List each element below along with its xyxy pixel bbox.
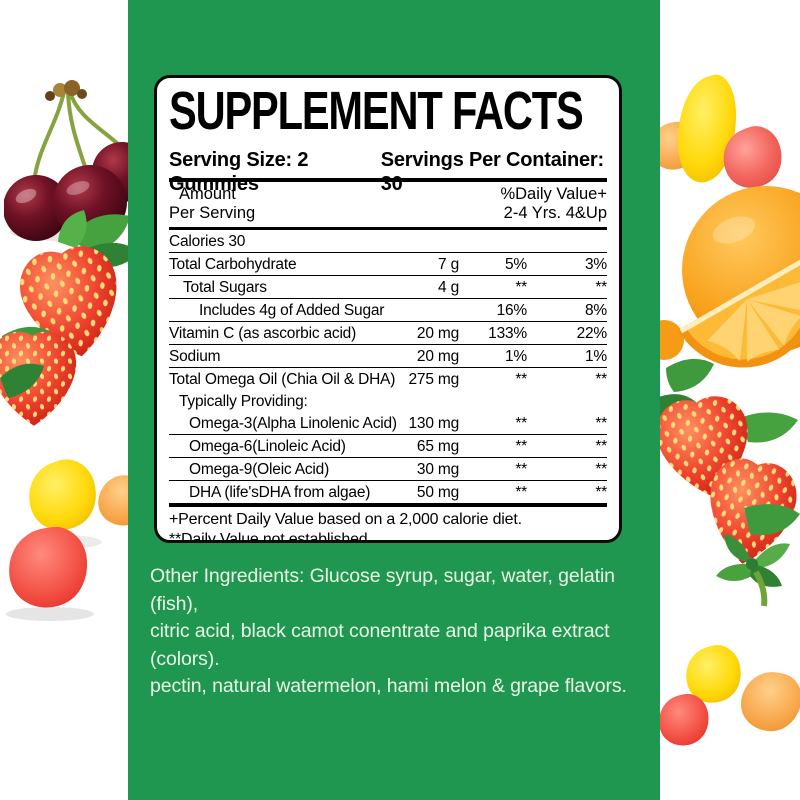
table-row: Total Sugars 4 g ** **	[169, 276, 607, 299]
daily-value-2-4: 133%	[488, 324, 527, 342]
supplement-facts-box: SUPPLEMENT FACTS Serving Size: 2 Gummies…	[154, 75, 622, 543]
gummies-bottom-left-image	[6, 459, 142, 621]
table-row: Calories 30	[169, 230, 607, 253]
daily-value-2-4: 16%	[496, 301, 528, 319]
ingredients-line: pectin, natural watermelon, hami melon &…	[150, 675, 627, 697]
servings-per-container: Servings Per Container: 30	[380, 149, 604, 195]
nutrient-amount: 4 g	[438, 278, 459, 296]
daily-value-4up: 3%	[584, 255, 607, 273]
nutrient-amount: 50 mg	[416, 483, 459, 501]
daily-value-2-4: 5%	[504, 255, 527, 273]
daily-value-header: %Daily Value+ 2-4 Yrs. 4&Up	[500, 185, 607, 222]
nutrient-name: Includes 4g of Added Sugar	[199, 301, 385, 319]
nutrient-amount: 65 mg	[416, 437, 459, 455]
daily-value-2-4: **	[515, 414, 527, 432]
amount-header: Amount Per Serving	[169, 185, 256, 222]
daily-value-2-4: **	[515, 437, 527, 455]
daily-value-2-4: 1%	[504, 347, 527, 365]
daily-value-4up: **	[595, 370, 607, 388]
footnote-daily-value: +Percent Daily Value based on a 2,000 ca…	[169, 511, 522, 528]
ingredients-line: Other Ingredients: Glucose syrup, sugar,…	[150, 565, 615, 615]
table-header: Amount Per Serving %Daily Value+ 2-4 Yrs…	[169, 182, 607, 230]
label-background-panel: SUPPLEMENT FACTS Serving Size: 2 Gummies…	[128, 0, 660, 800]
nutrient-name: Omega-6(Linoleic Acid)	[189, 437, 346, 455]
table-row: Omega-9(Oleic Acid) 30 mg ** **	[169, 458, 607, 481]
nutrient-amount: 20 mg	[416, 347, 459, 365]
divider	[169, 178, 607, 182]
nutrient-name: Typically Providing:	[179, 392, 308, 410]
table-row: Total Omega Oil (Chia Oil & DHA) 275 mg …	[169, 368, 607, 390]
daily-value-2-4: **	[515, 370, 527, 388]
daily-value-2-4: **	[515, 460, 527, 478]
daily-value-2-4: **	[515, 278, 527, 296]
other-ingredients-text: Other Ingredients: Glucose syrup, sugar,…	[150, 563, 655, 701]
table-row: Vitamin C (as ascorbic acid) 20 mg 133% …	[169, 322, 607, 345]
daily-value-2-4: **	[515, 483, 527, 501]
ingredients-line: citric acid, black camot conentrate and …	[150, 620, 610, 670]
nutrient-name: Total Carbohydrate	[169, 255, 297, 273]
table-row: DHA (life'sDHA from algae) 50 mg ** **	[169, 481, 607, 503]
nutrient-name: Calories 30	[169, 232, 246, 250]
nutrient-amount: 20 mg	[416, 324, 459, 342]
daily-value-4up: 1%	[584, 347, 607, 365]
table-row: Total Carbohydrate 7 g 5% 3%	[169, 253, 607, 276]
table-row: Omega-6(Linoleic Acid) 65 mg ** **	[169, 435, 607, 458]
daily-value-4up: **	[595, 483, 607, 501]
nutrient-amount: 30 mg	[416, 460, 459, 478]
gummies-bottom-right-image	[659, 645, 800, 746]
gummies-top-right-image	[650, 74, 782, 188]
nutrient-amount: 130 mg	[408, 414, 460, 432]
daily-value-4up: 8%	[584, 301, 607, 319]
footnotes: +Percent Daily Value based on a 2,000 ca…	[169, 510, 607, 543]
daily-value-4up: **	[595, 278, 607, 296]
table-row: Sodium 20 mg 1% 1%	[169, 345, 607, 368]
daily-value-4up: **	[595, 414, 607, 432]
table-row: Omega-3(Alpha Linolenic Acid) 130 mg ** …	[169, 412, 607, 435]
nutrition-rows: Calories 30 Total Carbohydrate 7 g 5% 3%…	[169, 230, 607, 503]
daily-value-4up: **	[595, 460, 607, 478]
strawberries-left-image	[0, 210, 140, 426]
nutrient-name: Total Omega Oil (Chia Oil & DHA)	[169, 370, 396, 388]
nutrient-name: Total Sugars	[183, 278, 267, 296]
table-row: Includes 4g of Added Sugar 16% 8%	[169, 299, 607, 322]
serving-size: Serving Size: 2 Gummies	[169, 149, 309, 195]
nutrient-amount: 7 g	[438, 255, 459, 273]
daily-value-4up: **	[595, 437, 607, 455]
table-row: Typically Providing:	[169, 390, 607, 412]
nutrient-amount: 275 mg	[408, 370, 460, 388]
divider	[169, 503, 607, 507]
nutrient-name: Omega-3(Alpha Linolenic Acid)	[189, 414, 397, 432]
nutrient-name: Omega-9(Oleic Acid)	[189, 460, 330, 478]
nutrient-name: Vitamin C (as ascorbic acid)	[169, 324, 357, 342]
nutrient-name: DHA (life'sDHA from algae)	[189, 483, 371, 501]
serving-info-row: Serving Size: 2 Gummies Servings Per Con…	[169, 148, 607, 195]
supplement-facts-title: SUPPLEMENT FACTS	[169, 81, 584, 141]
daily-value-4up: 22%	[576, 324, 608, 342]
strawberries-right-image	[656, 358, 800, 607]
footnote-not-established: **Daily Value not established.	[169, 531, 372, 543]
nutrient-name: Sodium	[169, 347, 221, 365]
orange-image	[650, 186, 800, 368]
